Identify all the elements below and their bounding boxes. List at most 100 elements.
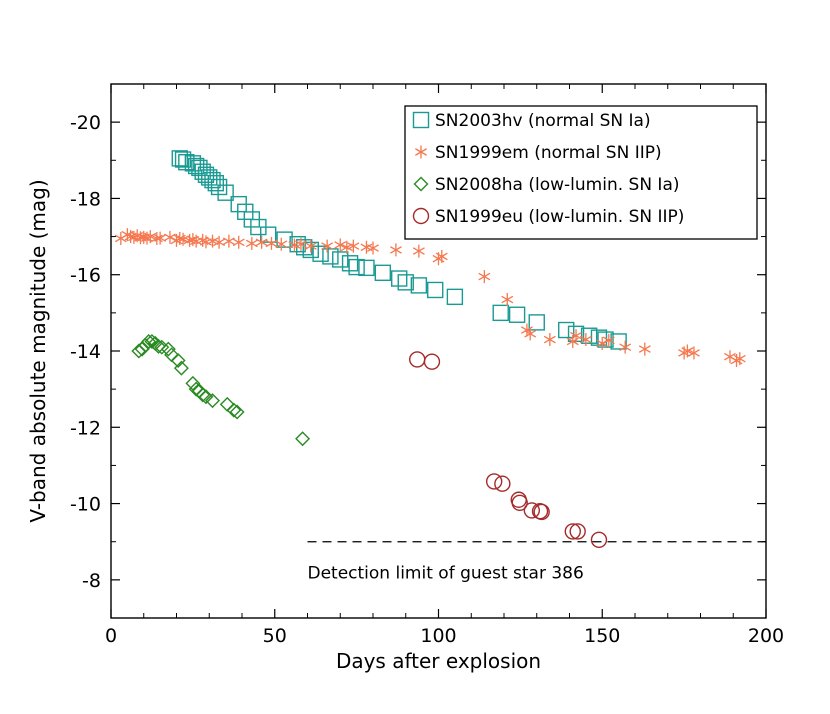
star-point xyxy=(501,293,514,307)
square-point xyxy=(427,281,444,299)
square-point xyxy=(528,314,545,331)
star-point xyxy=(619,340,632,354)
star-point xyxy=(154,231,167,245)
diamond-point xyxy=(295,431,311,447)
star-point xyxy=(602,333,615,347)
star-point xyxy=(524,327,537,341)
star-point xyxy=(579,333,592,347)
circle-point xyxy=(523,502,541,519)
star-point xyxy=(638,342,651,356)
circle-point xyxy=(590,531,608,549)
reference-line-group: Detection limit of guest star 386 xyxy=(307,541,766,584)
series-star xyxy=(114,228,746,368)
series-diamond xyxy=(131,333,311,447)
legend-entry: SN1999eu (low-lumin. SN IIP) xyxy=(412,207,684,227)
square-point xyxy=(174,151,192,168)
star-point xyxy=(245,236,258,250)
axis-ticks: 0 50 100 150 200 -8 -10 -12 -14 -16 -18 -20 xyxy=(70,83,784,647)
square-point xyxy=(210,178,228,196)
square-point xyxy=(194,163,211,180)
circle-point xyxy=(564,523,581,540)
y-tick-label: -20 xyxy=(70,112,101,134)
square-point xyxy=(322,248,339,265)
star-point xyxy=(478,270,491,284)
star-point xyxy=(275,237,288,251)
square-point xyxy=(508,306,526,323)
star-point xyxy=(334,238,347,252)
square-point xyxy=(332,251,349,268)
circle-point xyxy=(494,475,511,492)
star-point xyxy=(570,329,583,343)
circle-point xyxy=(511,494,528,512)
star-point xyxy=(367,241,379,255)
diamond-point xyxy=(170,353,186,369)
circle-point xyxy=(569,523,586,540)
diamond-point xyxy=(144,333,160,349)
square-point xyxy=(217,184,234,201)
legend-square-marker xyxy=(412,111,430,129)
square-point xyxy=(187,157,205,175)
star-point xyxy=(304,239,317,253)
y-tick-label: -14 xyxy=(70,341,101,363)
legend-entry-label: SN1999eu (low-lumin. SN IIP) xyxy=(435,207,684,227)
y-tick-label: -8 xyxy=(82,570,101,592)
diamond-point xyxy=(195,387,211,403)
legend-circle-marker xyxy=(412,207,430,225)
square-point xyxy=(171,150,188,167)
legend-entry: SN1999em (normal SN IIP) xyxy=(415,143,662,163)
square-point xyxy=(341,255,359,272)
star-point xyxy=(294,237,307,251)
square-point xyxy=(391,270,408,287)
square-point xyxy=(492,304,509,322)
legend-diamond-marker xyxy=(413,176,429,192)
star-point xyxy=(687,346,700,360)
star-point xyxy=(681,344,694,358)
diamond-point xyxy=(198,389,214,405)
star-point xyxy=(412,244,425,258)
x-tick-label: 150 xyxy=(584,625,620,647)
star-point xyxy=(255,235,268,249)
legend-entry: SN2003hv (normal SN Ia) xyxy=(412,111,651,131)
star-point xyxy=(733,352,746,366)
diamond-point xyxy=(226,402,242,418)
square-point xyxy=(178,153,195,171)
square-point xyxy=(597,331,614,348)
y-tick-label: -12 xyxy=(70,417,101,439)
detection-limit-label: Detection limit of guest star 386 xyxy=(308,564,584,584)
series-circle xyxy=(409,351,608,549)
diamond-point xyxy=(185,375,201,391)
star-point xyxy=(232,235,245,249)
legend-entry-label: SN2008ha (low-lumin. SN Ia) xyxy=(435,175,680,195)
square-point xyxy=(201,169,218,186)
star-point xyxy=(543,333,556,347)
y-axis-label: V-band absolute magnitude (mag) xyxy=(26,179,50,522)
square-point xyxy=(197,166,215,183)
star-point xyxy=(265,236,278,250)
circle-point xyxy=(409,351,426,368)
x-tick-label: 200 xyxy=(748,625,784,647)
square-point xyxy=(276,231,293,248)
legend-box xyxy=(404,105,758,240)
legend-entry-label: SN1999em (normal SN IIP) xyxy=(435,143,662,163)
square-point xyxy=(446,288,464,306)
circle-point xyxy=(423,353,441,370)
star-point xyxy=(222,234,235,248)
square-point xyxy=(580,327,598,344)
square-point xyxy=(358,259,375,277)
legend: SN2003hv (normal SN Ia) SN1999em (normal … xyxy=(404,105,758,240)
square-point xyxy=(289,235,306,253)
square-point xyxy=(348,258,365,276)
star-point xyxy=(389,243,402,257)
diamond-point xyxy=(229,404,245,420)
square-point xyxy=(184,155,202,172)
square-point xyxy=(312,245,329,262)
star-point xyxy=(724,350,736,364)
y-tick-label: -16 xyxy=(70,265,101,287)
x-axis-label: Days after explosion xyxy=(336,649,541,673)
y-tick-label: -18 xyxy=(70,188,101,210)
star-point xyxy=(347,239,360,253)
data-markers xyxy=(114,150,746,549)
x-tick-label: 100 xyxy=(420,625,456,647)
x-tick-label: 50 xyxy=(263,625,287,647)
